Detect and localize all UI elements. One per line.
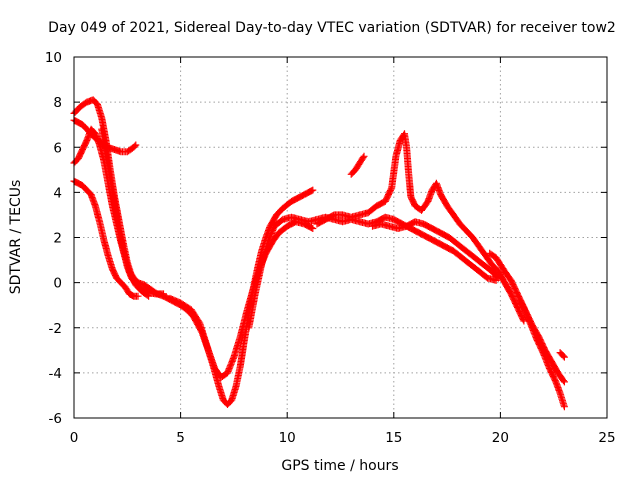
series-track-l xyxy=(516,297,568,386)
y-tick-label: -4 xyxy=(49,366,62,382)
chart-title: Day 049 of 2021, Sidereal Day-to-day VTE… xyxy=(48,20,616,36)
data-point-marker xyxy=(494,274,502,282)
series-track-j xyxy=(369,218,502,282)
series-track-m xyxy=(556,349,568,361)
y-tick-label: 4 xyxy=(53,185,62,201)
series-track-d xyxy=(70,116,140,156)
data-point-marker xyxy=(559,377,567,385)
series-track-i xyxy=(347,152,368,178)
y-tick-label: -6 xyxy=(49,411,62,427)
data-point-marker xyxy=(131,142,139,150)
data-point-marker xyxy=(519,316,527,324)
y-axis-label: SDTVAR / TECUs xyxy=(8,180,24,295)
data-point-marker xyxy=(559,352,567,360)
x-tick-label: 10 xyxy=(279,430,296,446)
series-track-e xyxy=(98,125,167,298)
data-point-marker xyxy=(560,378,568,386)
x-axis-label: GPS time / hours xyxy=(281,458,398,474)
y-tick-label: 8 xyxy=(53,95,62,111)
y-tick-label: 2 xyxy=(53,231,62,247)
y-tick-label: 0 xyxy=(53,276,62,292)
y-tick-label: -2 xyxy=(49,321,62,337)
data-point-marker xyxy=(160,290,167,298)
data-series xyxy=(70,96,568,411)
grid xyxy=(74,57,607,418)
data-point-marker xyxy=(359,154,367,162)
x-tick-label: 0 xyxy=(70,430,79,446)
data-point-marker xyxy=(308,224,316,232)
data-point-marker xyxy=(309,225,317,232)
x-tick-label: 5 xyxy=(176,430,185,446)
axis-ticks: 0 5 10 15 20 25 -6 -4 -2 0 2 4 6 8 10 xyxy=(45,50,616,446)
x-tick-label: 15 xyxy=(385,430,402,446)
data-point-marker xyxy=(132,141,140,149)
series-track-c xyxy=(70,177,142,300)
x-tick-label: 20 xyxy=(492,430,509,446)
y-tick-label: 10 xyxy=(45,50,62,66)
data-point-marker xyxy=(360,152,368,160)
data-point-marker xyxy=(309,186,317,194)
data-point-marker xyxy=(134,292,142,300)
y-tick-label: 6 xyxy=(53,140,62,156)
series-track-f xyxy=(166,186,317,408)
data-point-marker xyxy=(560,403,568,411)
x-tick-label: 25 xyxy=(598,430,615,446)
data-point-marker xyxy=(493,273,501,281)
data-point-marker xyxy=(560,353,568,361)
